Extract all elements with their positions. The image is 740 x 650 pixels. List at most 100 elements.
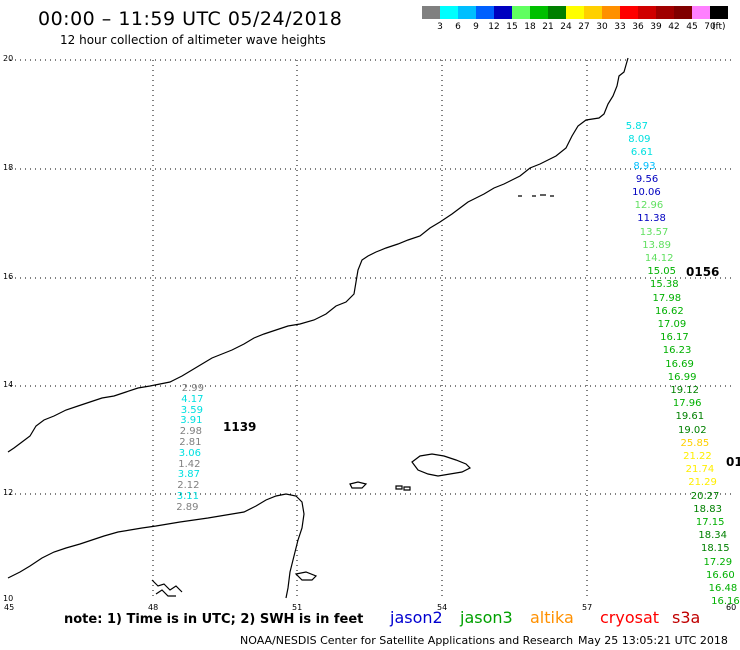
wave-height-value: 16.48 (708, 583, 738, 594)
colorbar-label: 9 (473, 22, 479, 32)
wave-height-value: 17.98 (652, 292, 682, 304)
colorbar-label: 36 (632, 22, 644, 32)
lat-tick-label: 18 (3, 163, 14, 172)
wave-height-value: 4.17 (181, 393, 204, 405)
wave-height-value: 3.59 (180, 404, 203, 416)
satellite-legend-jason2: jason2 (390, 608, 443, 627)
wave-height-value: 2.12 (177, 480, 200, 492)
wave-height-value: 19.61 (675, 411, 705, 423)
wave-height-value: 20.27 (690, 490, 720, 502)
track-right-pass-time-2: 01 (726, 455, 740, 469)
lon-tick-label: 45 (4, 603, 15, 612)
small-island-2 (403, 486, 411, 491)
wave-height-value: 2.81 (179, 437, 202, 448)
colorbar-label: 3 (437, 22, 443, 32)
colorbar-swatch (494, 6, 512, 19)
wave-height-value: 16.23 (662, 345, 692, 357)
wave-height-value: 16.99 (667, 371, 697, 383)
colorbar-label: 21 (542, 22, 554, 32)
colorbar-swatch (620, 6, 638, 19)
colorbar-label: 18 (524, 22, 536, 32)
wave-height-value: 16.60 (706, 569, 735, 581)
satellite-legend-cryosat: cryosat (600, 608, 660, 627)
generation-timestamp: May 25 13:05:21 UTC 2018 (578, 634, 728, 647)
lat-tick-label: 14 (3, 380, 14, 389)
wave-height-value: 15.05 (647, 266, 677, 278)
wave-height-value: 18.15 (700, 543, 730, 555)
wave-height-value: 1.42 (178, 458, 201, 470)
colorbar-swatch (566, 6, 584, 19)
wave-height-value: 17.29 (703, 556, 733, 568)
wave-height-value: 19.12 (670, 385, 699, 396)
colorbar-swatch (548, 6, 566, 19)
wave-height-value: 21.22 (683, 451, 712, 462)
lat-tick-label: 16 (3, 272, 14, 281)
lat-tick-label: 20 (3, 54, 14, 63)
satellite-legend-altika: altika (530, 608, 574, 627)
kuria-muria-islands (518, 194, 554, 197)
colorbar-label: 70 (704, 22, 716, 32)
satellite-legend-s3a: s3a (672, 608, 701, 627)
wave-height-value: 6.61 (630, 147, 654, 159)
abd-al-kuri-island (349, 481, 368, 489)
wave-height-value: 15.38 (649, 279, 679, 291)
wave-height-value: 11.38 (637, 213, 666, 225)
colorbar-swatch (584, 6, 602, 19)
wave-height-value: 12.96 (634, 200, 664, 212)
track-right-pass-time: 0156 (686, 265, 720, 279)
ras-hafun (294, 571, 318, 581)
wave-height-value: 17.96 (672, 398, 702, 410)
wave-height-value: 25.85 (680, 437, 710, 449)
colorbar-label: 33 (614, 22, 626, 32)
satellite-legend-jason3: jason3 (460, 608, 513, 627)
wave-height-value: 13.89 (642, 239, 671, 251)
wave-height-value: 9.56 (635, 173, 659, 185)
wave-height-value: 16.16 (711, 596, 740, 608)
colorbar-label: 39 (650, 22, 662, 32)
wave-height-value: 16.62 (655, 305, 684, 317)
wave-height-value: 18.34 (698, 530, 728, 542)
coastline (7, 57, 629, 599)
lat-tick-label: 12 (3, 488, 14, 497)
colorbar-label: 27 (578, 22, 590, 32)
wave-height-value: 8.93 (633, 160, 656, 172)
colorbar-label: 30 (596, 22, 608, 32)
colorbar-swatch (440, 6, 458, 19)
wave-height-value: 16.69 (665, 358, 694, 370)
colorbar-swatch (512, 6, 530, 19)
colorbar-label: 6 (455, 22, 461, 32)
wave-height-value: 17.15 (695, 517, 725, 528)
colorbar-label: 12 (488, 22, 500, 32)
colorbar-label: 45 (686, 22, 698, 32)
lon-tick-label: 48 (148, 603, 159, 612)
map-note: note: 1) Time is in UTC; 2) SWH is in fe… (64, 612, 364, 627)
wave-height-value: 16.17 (660, 332, 689, 344)
small-island (395, 485, 403, 490)
colorbar-unit: (ft) (712, 22, 726, 32)
arabian-coast (7, 57, 629, 453)
lon-tick-label: 60 (726, 603, 737, 612)
wave-height-value: 3.11 (176, 491, 199, 502)
coast-inlet (151, 579, 183, 597)
colorbar-label: 15 (506, 22, 518, 32)
wave-height-value: 14.12 (644, 253, 674, 264)
wave-height-value: 17.09 (657, 319, 687, 330)
wave-height-value: 2.99 (181, 383, 204, 394)
lon-tick-label: 51 (292, 603, 303, 612)
colorbar-swatch (476, 6, 494, 19)
lon-tick-label: 57 (582, 603, 593, 612)
colorbar-swatch (710, 6, 728, 19)
map-title: 00:00 – 11:59 UTC 05/24/2018 (38, 8, 343, 30)
credit-line: NOAA/NESDIS Center for Satellite Applica… (240, 634, 574, 647)
map-subtitle: 12 hour collection of altimeter wave hei… (60, 33, 326, 47)
wave-height-value: 3.91 (180, 415, 203, 427)
graticule (10, 59, 735, 600)
wave-height-value: 10.06 (632, 187, 661, 198)
somali-coast (7, 493, 305, 599)
colorbar-label: 24 (560, 22, 572, 32)
socotra-island (411, 453, 472, 477)
wave-height-value: 2.98 (179, 426, 202, 438)
wave-height-value: 3.06 (178, 447, 201, 459)
